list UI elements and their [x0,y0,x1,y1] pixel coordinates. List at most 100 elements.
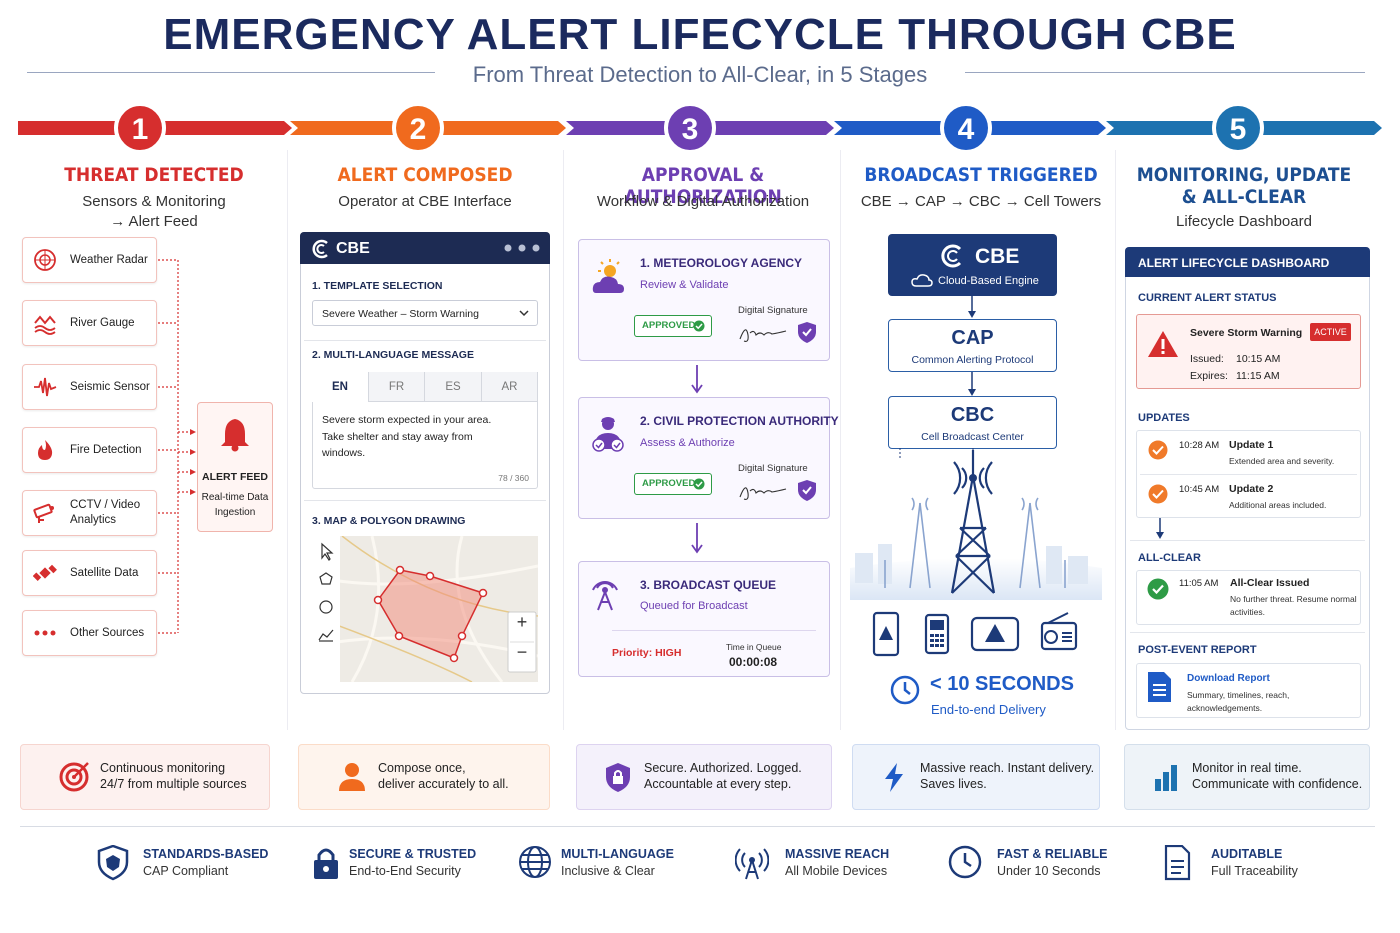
source-label: River Gauge [70,317,135,329]
source-label: Satellite Data [70,567,139,579]
icon-shape [935,639,939,642]
icon-shape [664,102,716,154]
icon-shape [373,565,488,663]
icon-shape [924,613,950,655]
icon-shape [935,634,939,637]
column-divider [563,150,564,730]
icon-shape [947,250,958,262]
zoom-out[interactable]: − [516,642,528,662]
stage-number: 3 [681,113,699,146]
language-tab[interactable] [312,372,369,402]
icon [34,249,56,271]
icon-shape [1171,860,1184,874]
update-icon [1148,440,1168,460]
source-icon [33,438,57,462]
icon-shape [34,630,40,636]
icon-shape [597,591,613,611]
icon-shape [745,859,759,880]
icon-shape [1156,532,1164,539]
source-icon [33,501,57,525]
icon-shape [59,762,89,792]
icon-shape [50,506,54,510]
language-label: AR [501,381,518,393]
approved-text: APPROVED [642,320,696,331]
icon-shape [1062,640,1072,642]
icon [1148,672,1171,702]
polygon-map [312,536,538,682]
approved-text: APPROVED [642,478,696,489]
icon-shape [312,536,340,682]
icon-shape [532,244,540,252]
icon-shape [695,481,703,488]
allclear-icon [1147,578,1169,600]
template-select[interactable] [312,300,538,326]
signature [738,321,788,345]
icon-shape [312,239,328,259]
icon [735,848,769,880]
column-divider [840,150,841,730]
report-card[interactable] [1136,663,1361,718]
source-label: Weather Radar [70,254,148,266]
step-title: 1. METEOROLOGY AGENCY [640,256,803,270]
icon-shape [911,274,933,287]
step-icon [590,415,626,455]
icon-shape [970,616,1020,652]
icon [592,259,624,293]
select-chevron [518,308,530,318]
icon-shape [802,486,812,495]
separator [1130,632,1365,633]
footer-rule [20,826,1375,827]
icon-shape [739,329,787,342]
approved-check [693,320,705,332]
icon-shape [614,770,622,776]
report-title: Download Report [1187,673,1270,684]
icon [519,310,529,317]
icon-shape [1062,632,1072,642]
icon [38,440,53,460]
icon-shape [319,572,333,585]
brand-logo [940,243,966,269]
language-tab[interactable] [368,372,425,402]
step-title: 3. BROADCAST QUEUE [640,578,777,592]
stage-band [0,100,1400,156]
delivery-note: End-to-end Delivery [931,702,1046,717]
language-tab[interactable] [425,372,482,402]
icon [941,244,962,268]
zoom-in[interactable]: + [516,612,528,632]
source-label: Fire Detection [70,444,142,456]
icon-shape [114,102,166,154]
icon-shape [613,442,621,449]
icon-shape [950,450,996,594]
icon-shape [739,487,787,500]
icon-shape [34,315,56,325]
separator [1130,540,1365,541]
source-icon [33,248,57,272]
icon-shape [65,768,83,786]
feature-title: AUDITABLE [1211,847,1283,861]
icon-shape [940,102,992,154]
column-divider [1115,150,1116,730]
icon-shape [735,848,769,872]
icon-shape [518,244,526,252]
node-title: CBC [950,404,995,426]
icon-shape [1068,556,1088,584]
icon [312,536,538,682]
icon [519,846,551,878]
stage-title: ALERT COMPOSED [337,164,513,186]
icon-shape [318,629,334,641]
icon-shape [691,384,703,394]
char-counter: 78 / 360 [498,473,529,483]
stage-number: 5 [1229,113,1247,146]
icon-shape [884,497,1066,589]
icon-shape [919,502,931,589]
stage-subtitle: Sensors & Monitoring → Alert Feed [82,193,226,230]
icon-shape [885,763,903,792]
allclear-time: 11:05 AM [1179,578,1219,589]
icon-shape [1148,440,1168,460]
icon [1155,765,1177,791]
icon-shape [963,853,972,868]
stage-title: APPROVAL & AUTHORIZATION [624,164,782,208]
language-tab[interactable] [481,372,538,402]
select-value: Severe Weather – Storm Warning [322,308,479,320]
